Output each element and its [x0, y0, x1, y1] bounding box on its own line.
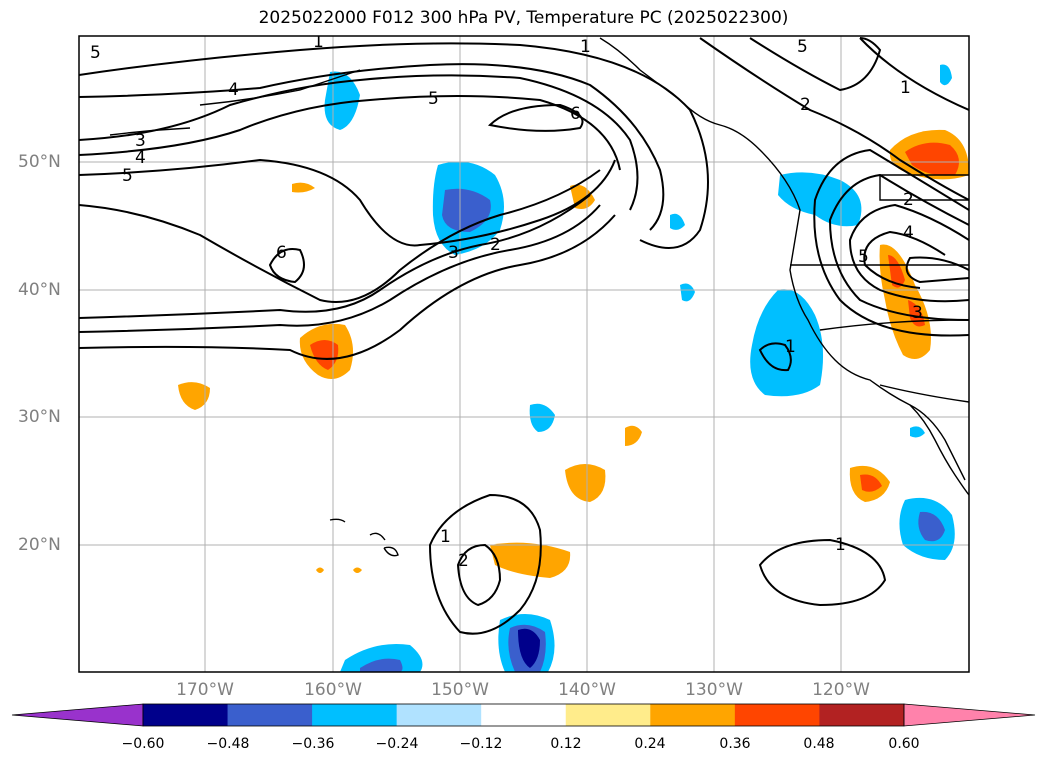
graticule — [79, 36, 969, 672]
colorbar-cell — [565, 704, 651, 726]
lat-label-40n: 40°N — [18, 280, 61, 300]
lat-label-50n: 50°N — [18, 152, 61, 172]
contour-label: 1 — [785, 337, 796, 357]
contour-label: 3 — [912, 303, 923, 323]
lon-label-140w: 140°W — [558, 680, 616, 700]
colorbar-tick-label: 0.48 — [803, 736, 835, 752]
colorbar-cell — [481, 704, 567, 726]
contour-label: 4 — [135, 148, 146, 168]
colorbar-tick-label: 0.12 — [550, 736, 582, 752]
colorbar-cell — [734, 704, 820, 726]
contour-label: 3 — [135, 131, 146, 151]
colorbar-cell — [143, 704, 229, 726]
colorbar-extend-low — [11, 703, 144, 727]
lat-label-20n: 20°N — [18, 535, 61, 555]
lon-label-170w: 170°W — [176, 680, 234, 700]
colorbar-tick-label: −0.12 — [459, 736, 503, 752]
contour-label: 1 — [835, 535, 846, 555]
contour-label: 5 — [797, 37, 808, 57]
contour-label: 5 — [428, 89, 439, 109]
contour-label: 6 — [570, 104, 581, 124]
colorbar-tick-label: −0.24 — [375, 736, 419, 752]
contour-label: 5 — [122, 166, 133, 186]
colorbar-tick-label: 0.24 — [634, 736, 666, 752]
map-title: 2025022000 F012 300 hPa PV, Temperature … — [258, 8, 789, 28]
contour-label: 1 — [440, 527, 451, 547]
lon-label-120w: 120°W — [812, 680, 870, 700]
colorbar-tick-label: −0.48 — [206, 736, 250, 752]
map-panel: 5 1 4 3 4 5 5 6 6 3 2 1 5 2 2 4 5 3 1 1 … — [78, 32, 970, 673]
contour-label: 4 — [903, 223, 914, 243]
lat-label-30n: 30°N — [18, 407, 61, 427]
colorbar-extend-high — [903, 703, 1036, 727]
contour-label: 5 — [858, 247, 869, 267]
colorbar-tick-label: −0.60 — [121, 736, 165, 752]
colorbar-cell — [650, 704, 736, 726]
colorbar-outline — [142, 703, 905, 727]
lon-label-150w: 150°W — [431, 680, 489, 700]
pv-contours — [79, 37, 969, 635]
map-frame — [78, 35, 970, 673]
contour-label: 4 — [228, 80, 239, 100]
colorbar-cell — [396, 704, 482, 726]
colorbar-cell — [819, 704, 905, 726]
lon-label-160w: 160°W — [304, 680, 362, 700]
contour-label: 5 — [90, 43, 101, 63]
colorbar-tick-label: −0.36 — [291, 736, 335, 752]
contour-label: 3 — [448, 243, 459, 263]
contour-label: 2 — [800, 95, 811, 115]
colorbar-tick-label: 0.60 — [888, 736, 920, 752]
contour-label: 2 — [458, 551, 469, 571]
contour-label: 1 — [900, 78, 911, 98]
contour-label: 1 — [313, 32, 324, 52]
colorbar-cell — [227, 704, 313, 726]
colorbar-cell — [312, 704, 398, 726]
contour-label: 2 — [903, 190, 914, 210]
lon-label-130w: 130°W — [685, 680, 743, 700]
contour-labels: 5 1 4 3 4 5 5 6 6 3 2 1 5 2 2 4 5 3 1 1 … — [90, 32, 923, 571]
colorbar-tick-label: 0.36 — [719, 736, 751, 752]
contour-label: 6 — [276, 243, 287, 263]
contour-label: 1 — [580, 37, 591, 57]
contour-label: 2 — [490, 235, 501, 255]
